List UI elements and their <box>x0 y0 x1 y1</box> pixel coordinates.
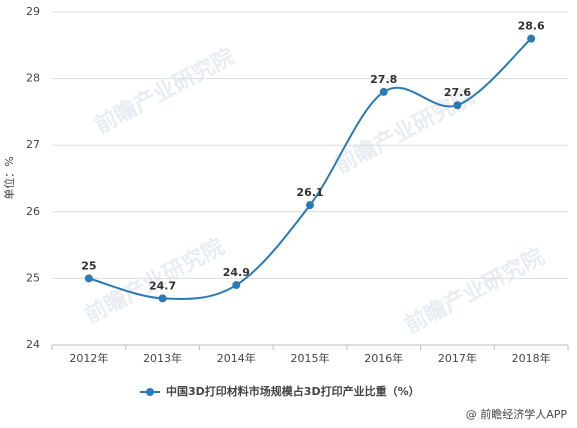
data-label: 25 <box>81 259 96 272</box>
x-tick-label: 2015年 <box>291 351 330 365</box>
data-label: 24.9 <box>223 266 250 279</box>
data-label: 24.7 <box>149 279 176 292</box>
point <box>84 274 93 283</box>
legend-label: 中国3D打印材料市场规模占3D打印产业比重（%） <box>166 384 420 398</box>
source: @ 前瞻经济学人APP <box>466 407 568 421</box>
x-tick-label: 2017年 <box>438 351 477 365</box>
line <box>88 37 532 300</box>
point <box>158 294 167 303</box>
point <box>527 34 536 43</box>
y-tick-label: 25 <box>26 271 40 284</box>
legend-marker <box>146 388 154 396</box>
x-tick-label: 2018年 <box>512 351 551 365</box>
x-tick-label: 2014年 <box>217 351 256 365</box>
data-label: 28.6 <box>518 20 545 33</box>
y-tick-label: 28 <box>26 72 40 85</box>
y-tick-label: 26 <box>26 205 40 218</box>
watermark: 前瞻产业研究院 <box>90 44 238 139</box>
data-label: 26.1 <box>296 186 323 199</box>
x-tick-label: 2013年 <box>143 351 182 365</box>
point <box>453 101 462 110</box>
y-tick-label: 24 <box>26 338 40 351</box>
point <box>232 281 241 290</box>
data-label: 27.8 <box>370 73 397 86</box>
y-axis-label: 单位：% <box>2 156 16 199</box>
point <box>379 87 388 96</box>
data-label: 27.6 <box>444 86 471 99</box>
point <box>306 201 314 210</box>
x-tick-label: 2016年 <box>364 351 403 365</box>
y-tick-label: 29 <box>26 5 40 18</box>
x-tick-label: 2012年 <box>69 351 108 365</box>
y-tick-label: 27 <box>26 138 40 151</box>
watermark: 前瞻产业研究院 <box>400 244 548 339</box>
